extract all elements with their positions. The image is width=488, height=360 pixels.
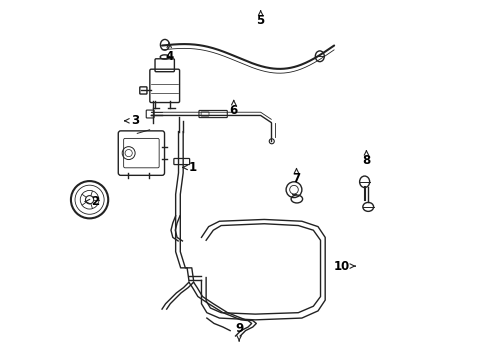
Text: 3: 3	[124, 114, 139, 127]
Text: 5: 5	[256, 11, 264, 27]
Text: 4: 4	[165, 43, 173, 63]
Text: 7: 7	[292, 168, 300, 185]
Text: 9: 9	[235, 322, 243, 341]
Text: 2: 2	[85, 195, 100, 208]
Text: 10: 10	[332, 260, 354, 273]
Text: 8: 8	[362, 150, 370, 167]
Text: 6: 6	[229, 100, 237, 117]
Text: 1: 1	[182, 161, 196, 174]
